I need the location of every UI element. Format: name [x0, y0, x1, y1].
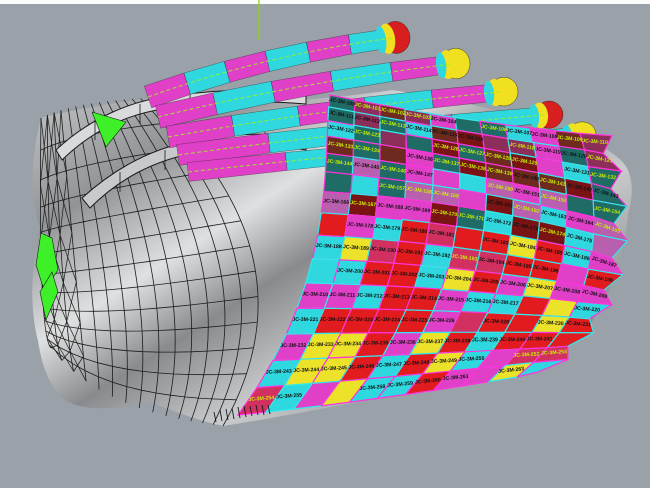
svg-text:JC-3M-246: JC-3M-246 [348, 364, 374, 371]
svg-text:JC-3M-212: JC-3M-212 [356, 293, 382, 300]
svg-text:JC-3M-211: JC-3M-211 [329, 292, 355, 299]
svg-text:JC-3M-235: JC-3M-235 [362, 340, 388, 346]
svg-text:JC-3M-237: JC-3M-237 [417, 339, 443, 345]
svg-text:JC-3M-210: JC-3M-210 [302, 291, 328, 298]
svg-text:JC-3M-223: JC-3M-223 [347, 317, 373, 323]
svg-text:JC-3M-232: JC-3M-232 [280, 343, 306, 349]
svg-text:JC-3M-240: JC-3M-240 [499, 337, 525, 343]
svg-text:JC-3M-225: JC-3M-225 [401, 317, 427, 324]
svg-text:JC-3M-245: JC-3M-245 [321, 365, 347, 372]
svg-text:JC-3M-244: JC-3M-244 [293, 367, 319, 374]
svg-text:JC-3M-247: JC-3M-247 [376, 362, 402, 369]
svg-text:JC-3M-241: JC-3M-241 [527, 336, 553, 342]
svg-text:JC-3M-239: JC-3M-239 [472, 338, 498, 344]
svg-text:JC-3M-243: JC-3M-243 [266, 369, 292, 376]
svg-text:JC-3M-238: JC-3M-238 [445, 338, 471, 344]
svg-text:JC-3M-226: JC-3M-226 [429, 317, 455, 324]
svg-text:JC-3M-233: JC-3M-233 [308, 342, 334, 348]
svg-text:JC-3M-228: JC-3M-228 [483, 318, 509, 325]
svg-text:JC-3M-222: JC-3M-222 [320, 317, 346, 323]
svg-text:JC-3M-221: JC-3M-221 [292, 317, 318, 323]
svg-text:JC-3M-248: JC-3M-248 [403, 360, 429, 367]
svg-text:JC-3M-250: JC-3M-250 [458, 356, 484, 363]
svg-text:JC-3M-236: JC-3M-236 [390, 340, 416, 346]
svg-text:JC-3M-234: JC-3M-234 [335, 341, 361, 347]
svg-text:JC-3M-224: JC-3M-224 [374, 317, 400, 324]
svg-text:JC-3M-249: JC-3M-249 [431, 358, 457, 365]
